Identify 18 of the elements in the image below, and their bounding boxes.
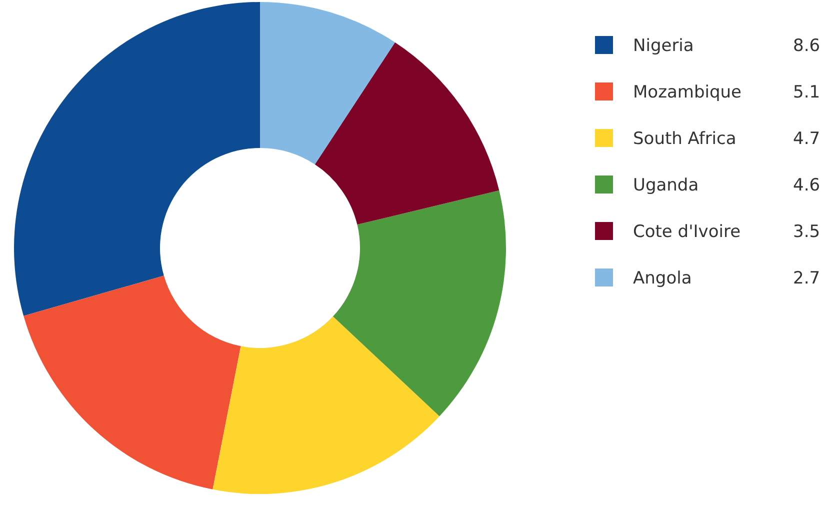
donut-slice (212, 316, 440, 494)
data-label: 4.6 (793, 175, 820, 196)
data-label: 4.7 (793, 128, 820, 149)
data-label: 5.1 (793, 82, 820, 102)
donut-slice (332, 190, 506, 416)
legend-label: South Africa (633, 128, 736, 149)
legend-label: Cote d'Ivoire (633, 222, 741, 242)
legend-label: Uganda (633, 175, 699, 196)
donut-slice (260, 2, 396, 164)
donut-slice (14, 2, 260, 316)
legend-label: Nigeria (633, 36, 694, 56)
data-label: 2.7 (793, 268, 820, 288)
legend-label: Mozambique (633, 82, 742, 102)
data-label: 3.5 (793, 222, 820, 242)
donut-slice (314, 42, 500, 225)
legend-label: Angola (633, 268, 692, 288)
donut-slice (24, 276, 241, 490)
data-label: 8.6 (793, 36, 820, 56)
